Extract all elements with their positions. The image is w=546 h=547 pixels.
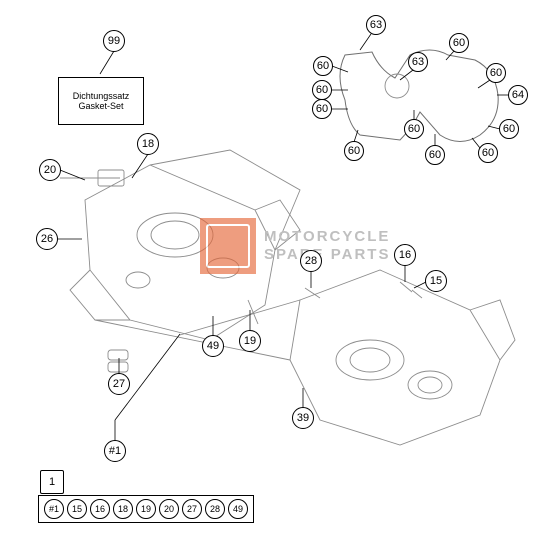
parts-list-item: 18 (113, 499, 133, 519)
watermark-line2: SPARE PARTS (264, 246, 390, 264)
watermark-line1: MOTORCYCLE (264, 228, 390, 246)
parts-list-box: #11516181920272849 (38, 495, 254, 523)
watermark-badge (200, 218, 256, 274)
gasket-line2: Gasket-Set (63, 101, 139, 111)
parts-list-item: 28 (205, 499, 225, 519)
watermark: MOTORCYCLE SPARE PARTS (200, 218, 390, 274)
parts-list-item: 15 (67, 499, 87, 519)
parts-list-item: 19 (136, 499, 156, 519)
gasket-line1: Dichtungssatz (63, 91, 139, 101)
gasket-set-box: Dichtungssatz Gasket-Set (58, 77, 144, 125)
parts-list-item: 20 (159, 499, 179, 519)
parts-list-item: #1 (44, 499, 64, 519)
parts-list-item: 27 (182, 499, 202, 519)
parts-list-item: 49 (228, 499, 248, 519)
watermark-text: MOTORCYCLE SPARE PARTS (264, 228, 390, 264)
parts-list-item: 16 (90, 499, 110, 519)
